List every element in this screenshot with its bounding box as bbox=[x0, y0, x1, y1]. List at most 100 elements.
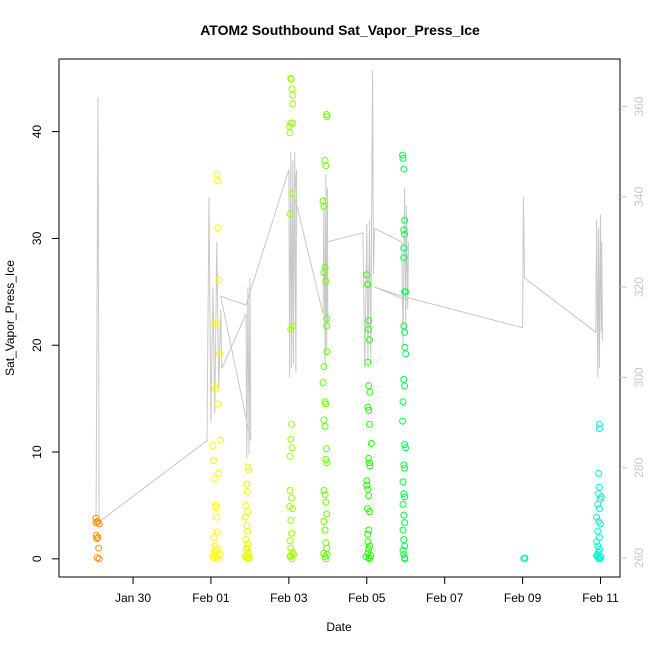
data-point bbox=[322, 277, 330, 285]
data-point bbox=[401, 555, 409, 563]
data-point bbox=[323, 315, 331, 322]
data-point bbox=[321, 263, 329, 271]
data-point bbox=[401, 519, 409, 526]
data-point bbox=[400, 511, 408, 519]
data-point bbox=[289, 91, 297, 99]
data-point bbox=[244, 540, 252, 548]
y2-tick-label: 300 bbox=[632, 367, 646, 387]
data-point bbox=[213, 319, 221, 327]
data-point bbox=[215, 469, 223, 477]
x-tick-label: Feb 09 bbox=[504, 591, 542, 605]
axes-layer: Jan 30 Feb 01 Feb 03 Feb 05 Feb 07 Feb 09 Feb … bbox=[30, 58, 646, 605]
data-point bbox=[400, 165, 408, 173]
x-tick-label: Feb 05 bbox=[348, 591, 386, 605]
data-point bbox=[287, 516, 295, 524]
data-point bbox=[321, 491, 329, 499]
data-point bbox=[399, 500, 407, 508]
data-point bbox=[242, 501, 250, 509]
x-tick-label: Feb 11 bbox=[582, 591, 619, 605]
data-point bbox=[363, 271, 371, 279]
data-point bbox=[244, 463, 252, 471]
data-point bbox=[323, 459, 331, 467]
data-point bbox=[402, 444, 410, 452]
point-series bbox=[92, 514, 103, 563]
data-point bbox=[399, 526, 407, 534]
y-tick-label: 10 bbox=[30, 445, 44, 459]
data-point bbox=[214, 400, 222, 408]
y2-tick-label: 320 bbox=[632, 277, 646, 297]
data-point bbox=[321, 422, 329, 430]
data-point bbox=[323, 348, 331, 356]
data-point bbox=[286, 537, 294, 545]
data-point bbox=[401, 464, 409, 472]
data-point bbox=[595, 425, 603, 432]
data-point bbox=[399, 417, 407, 425]
data-point bbox=[366, 459, 373, 467]
x-axis-label: Date bbox=[326, 620, 352, 634]
data-point bbox=[366, 508, 373, 516]
data-point bbox=[212, 513, 220, 521]
data-point bbox=[92, 519, 100, 526]
data-point bbox=[593, 538, 601, 546]
data-point bbox=[213, 170, 221, 178]
data-point bbox=[400, 244, 408, 252]
data-point bbox=[366, 336, 373, 344]
data-point bbox=[362, 553, 370, 561]
data-point bbox=[364, 403, 372, 411]
x-tick-label: Feb 07 bbox=[426, 591, 464, 605]
data-point bbox=[245, 466, 253, 474]
data-point bbox=[401, 441, 409, 449]
data-point bbox=[212, 501, 220, 509]
data-point bbox=[319, 379, 327, 387]
data-point bbox=[323, 510, 331, 518]
data-point bbox=[323, 551, 331, 559]
data-point bbox=[95, 520, 103, 528]
data-point bbox=[594, 500, 602, 508]
x-tick-label: Jan 30 bbox=[115, 591, 151, 605]
series-layer bbox=[92, 70, 605, 563]
y-tick-label: 0 bbox=[30, 555, 44, 562]
point-series bbox=[399, 151, 410, 563]
data-point bbox=[367, 552, 375, 560]
data-point bbox=[365, 454, 373, 462]
point-series bbox=[362, 271, 375, 563]
data-point bbox=[288, 505, 296, 513]
y-tick-label: 20 bbox=[30, 338, 44, 352]
data-point bbox=[243, 488, 251, 496]
data-point bbox=[399, 154, 407, 162]
data-point bbox=[366, 462, 374, 470]
data-point bbox=[94, 534, 102, 541]
data-point bbox=[212, 385, 220, 393]
data-point bbox=[365, 325, 373, 333]
data-point bbox=[211, 546, 219, 554]
data-point bbox=[321, 526, 329, 534]
data-point bbox=[290, 551, 297, 559]
data-point bbox=[320, 518, 328, 525]
data-point bbox=[319, 197, 327, 205]
data-point bbox=[595, 469, 603, 477]
data-point bbox=[216, 551, 223, 559]
data-point bbox=[216, 350, 223, 358]
data-point bbox=[215, 276, 223, 284]
data-point bbox=[286, 553, 294, 561]
data-point bbox=[364, 530, 372, 538]
data-point bbox=[322, 400, 330, 408]
data-point bbox=[402, 350, 410, 358]
data-point bbox=[364, 358, 372, 366]
y2-tick-label: 280 bbox=[632, 457, 646, 477]
data-point bbox=[365, 545, 373, 553]
data-point bbox=[287, 544, 295, 552]
data-point bbox=[214, 224, 222, 232]
data-point bbox=[244, 527, 252, 535]
data-point bbox=[399, 478, 407, 486]
data-point bbox=[323, 113, 331, 121]
data-point bbox=[597, 553, 605, 561]
data-point bbox=[399, 546, 407, 554]
data-point bbox=[288, 444, 296, 452]
data-point bbox=[322, 162, 330, 170]
data-point bbox=[289, 119, 297, 127]
data-point bbox=[401, 542, 409, 550]
data-point bbox=[288, 529, 296, 537]
chart-title: ATOM2 Southbound Sat_Vapor_Press_Ice bbox=[200, 22, 480, 38]
